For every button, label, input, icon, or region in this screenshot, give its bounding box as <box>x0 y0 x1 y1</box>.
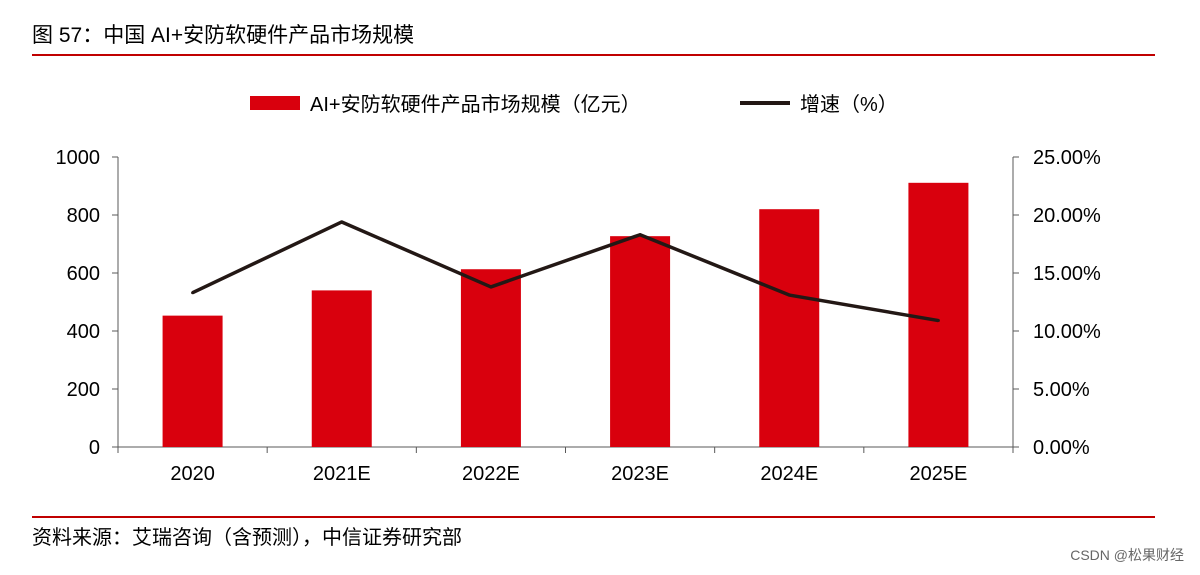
x-tick-label: 2024E <box>760 463 818 485</box>
left-y-tick-label: 800 <box>67 205 100 227</box>
left-y-tick-label: 0 <box>89 437 100 459</box>
figure-title: 图 57：中国 AI+安防软硬件产品市场规模 <box>32 24 415 47</box>
x-tick-label: 2021E <box>313 463 371 485</box>
line-series <box>191 220 940 323</box>
right-y-tick-label: 0.00% <box>1033 437 1090 459</box>
growth-line <box>191 220 939 323</box>
line-point <box>340 220 344 224</box>
right-y-tick-label: 5.00% <box>1033 379 1090 401</box>
bottom-divider <box>32 516 1155 518</box>
line-point <box>936 319 940 323</box>
line-point <box>638 233 642 237</box>
right-y-tick-label: 15.00% <box>1033 263 1101 285</box>
legend-swatch-bar <box>250 96 300 110</box>
bar <box>460 269 521 447</box>
right-y-tick-label: 20.00% <box>1033 205 1101 227</box>
line-point <box>489 285 493 289</box>
right-y-tick-label: 25.00% <box>1033 147 1101 169</box>
line-point <box>787 293 791 297</box>
legend: AI+安防软硬件产品市场规模（亿元） 增速（%） <box>250 93 898 116</box>
bar <box>759 209 820 447</box>
right-y-tick-label: 10.00% <box>1033 321 1101 343</box>
line-point <box>191 291 195 295</box>
x-tick-label: 2022E <box>462 463 520 485</box>
top-divider <box>32 54 1155 56</box>
bar <box>610 236 671 447</box>
left-y-tick-label: 1000 <box>56 147 101 169</box>
bar <box>311 290 372 447</box>
left-y-tick-label: 400 <box>67 321 100 343</box>
source-note: 资料来源：艾瑞咨询（含预测），中信证券研究部 <box>32 527 462 549</box>
watermark: CSDN @松果财经 <box>1070 547 1184 563</box>
bar-series <box>162 182 969 447</box>
x-tick-label: 2023E <box>611 463 669 485</box>
axes: 0 200 400 600 800 1000 0.00% 5.00% 10.00% 15.00% 2… <box>56 147 1102 485</box>
x-tick-label: 2025E <box>909 463 967 485</box>
bar <box>162 315 223 447</box>
left-y-tick-label: 600 <box>67 263 100 285</box>
bar <box>908 182 969 447</box>
legend-label-bar: AI+安防软硬件产品市场规模（亿元） <box>310 93 641 116</box>
left-y-tick-label: 200 <box>67 379 100 401</box>
x-tick-label: 2020 <box>170 463 215 485</box>
legend-label-line: 增速（%） <box>800 93 898 116</box>
